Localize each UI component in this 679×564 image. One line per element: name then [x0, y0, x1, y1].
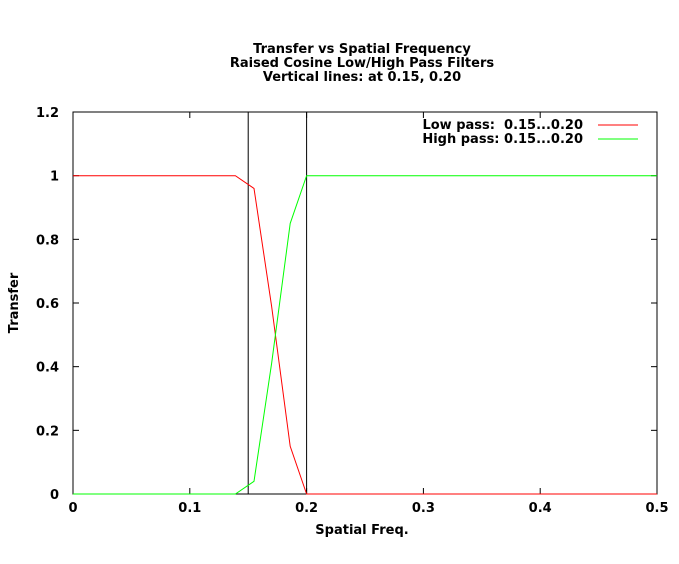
y-tick-label: 1.2 [36, 106, 59, 121]
chart-title: Transfer vs Spatial Frequency Raised Cos… [230, 42, 494, 85]
x-tick-label: 0 [68, 501, 77, 516]
chart-title-line-3: Vertical lines: at 0.15, 0.20 [263, 70, 461, 85]
x-tick-label: 0.4 [529, 501, 552, 516]
high-pass-series-line [73, 175, 657, 495]
x-tick-label: 0.5 [645, 501, 668, 516]
y-tick-label: 0.4 [36, 361, 59, 376]
legend-label: High pass: 0.15...0.20 [422, 132, 583, 147]
x-tick-label: 0.2 [295, 501, 318, 516]
y-tick-label: 0.8 [36, 233, 59, 248]
y-tick-label: 0 [50, 488, 59, 503]
plot-frame [72, 111, 658, 495]
plot-area: 0 0.1 0.2 0.3 0.4 0.5 0 0.2 0.4 0.6 0.8 1 1.2 [36, 106, 669, 516]
x-axis-label: Spatial Freq. [315, 523, 408, 538]
legend-label: Low pass: 0.15...0.20 [422, 118, 583, 133]
x-tick-label: 0.1 [178, 501, 201, 516]
low-pass-series-line [73, 175, 657, 495]
chart-title-line-1: Transfer vs Spatial Frequency [253, 42, 471, 57]
y-axis-label: Transfer [7, 272, 22, 333]
chart-title-line-2: Raised Cosine Low/High Pass Filters [230, 56, 494, 71]
y-tick-label: 1 [50, 170, 59, 185]
y-tick-label: 0.6 [36, 297, 59, 312]
x-tick-label: 0.3 [412, 501, 435, 516]
y-tick-label: 0.2 [36, 424, 59, 439]
